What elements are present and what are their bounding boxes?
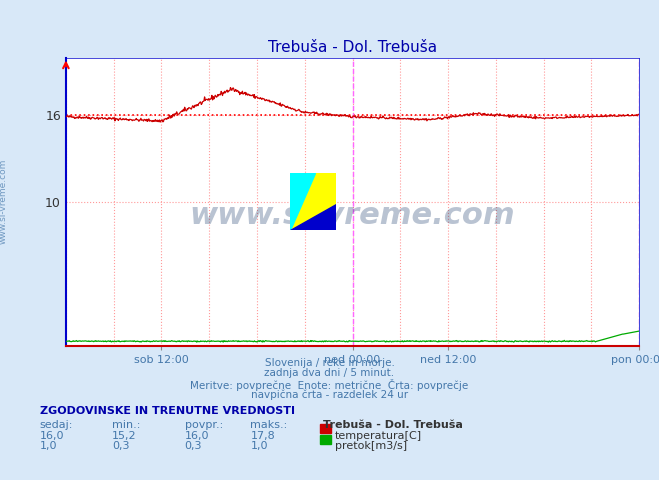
Text: pretok[m3/s]: pretok[m3/s] <box>335 441 407 451</box>
Text: www.si-vreme.com: www.si-vreme.com <box>190 202 515 230</box>
Polygon shape <box>290 173 316 230</box>
Text: navpična črta - razdelek 24 ur: navpična črta - razdelek 24 ur <box>251 389 408 400</box>
Text: temperatura[C]: temperatura[C] <box>335 431 422 441</box>
Text: Meritve: povprečne  Enote: metrične  Črta: povprečje: Meritve: povprečne Enote: metrične Črta:… <box>190 379 469 391</box>
Text: ZGODOVINSKE IN TRENUTNE VREDNOSTI: ZGODOVINSKE IN TRENUTNE VREDNOSTI <box>40 406 295 416</box>
Text: 16,0: 16,0 <box>40 431 64 441</box>
Text: 0,3: 0,3 <box>112 441 130 451</box>
Text: 1,0: 1,0 <box>40 441 57 451</box>
Text: 1,0: 1,0 <box>250 441 268 451</box>
Text: 0,3: 0,3 <box>185 441 202 451</box>
Text: 16,0: 16,0 <box>185 431 209 441</box>
Text: 17,8: 17,8 <box>250 431 275 441</box>
Text: maks.:: maks.: <box>250 420 288 430</box>
Text: povpr.:: povpr.: <box>185 420 223 430</box>
Text: www.si-vreme.com: www.si-vreme.com <box>0 159 8 244</box>
Text: min.:: min.: <box>112 420 140 430</box>
Title: Trebuša - Dol. Trebuša: Trebuša - Dol. Trebuša <box>268 40 437 55</box>
Text: sedaj:: sedaj: <box>40 420 73 430</box>
Text: Trebuša - Dol. Trebuša: Trebuša - Dol. Trebuša <box>323 420 463 430</box>
Text: Slovenija / reke in morje.: Slovenija / reke in morje. <box>264 358 395 368</box>
Text: zadnja dva dni / 5 minut.: zadnja dva dni / 5 minut. <box>264 368 395 378</box>
Polygon shape <box>290 204 336 230</box>
Text: 15,2: 15,2 <box>112 431 136 441</box>
